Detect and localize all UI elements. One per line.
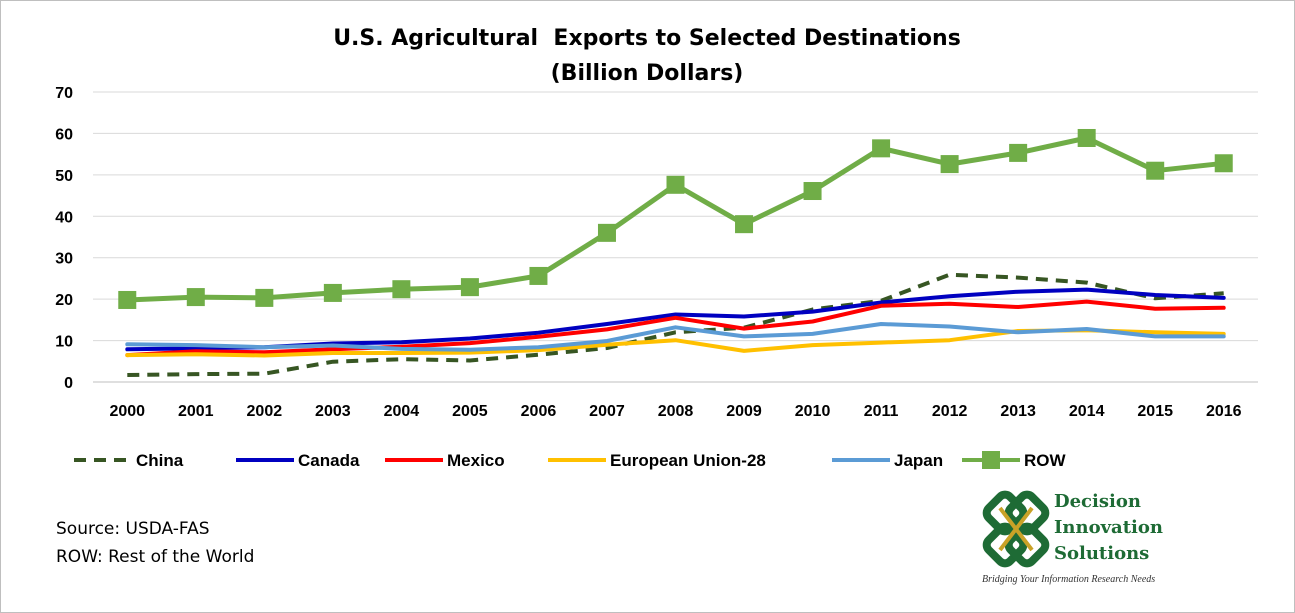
x-tick-label: 2016 <box>1206 403 1242 420</box>
x-tick-label: 2002 <box>247 403 283 420</box>
data-point-row <box>872 139 891 158</box>
data-point-row <box>529 266 548 285</box>
source-note: Source: USDA-FAS <box>56 519 210 539</box>
logo-word-3: Solutions <box>1054 543 1150 564</box>
x-tick-label: 2015 <box>1137 403 1173 420</box>
series-line-row <box>124 135 1227 303</box>
chart-subtitle: (Billion Dollars) <box>551 61 744 86</box>
y-tick-label: 10 <box>55 334 73 351</box>
data-point-row <box>323 283 342 302</box>
y-axis: 0 10 20 30 40 50 60 70 <box>55 85 73 392</box>
x-axis: 2000 2001 2002 2003 2004 2005 2006 2007 2008 2009… <box>109 403 1241 420</box>
logo-tagline: Bridging Your Information Research Needs <box>982 574 1156 585</box>
y-tick-label: 20 <box>55 292 73 309</box>
data-point-row <box>666 175 685 194</box>
legend: China Canada Mexico European Union-28 Japan R… <box>74 451 1067 470</box>
legend-label-canada: Canada <box>298 451 360 470</box>
chart-title: U.S. Agricultural Exports to Selected De… <box>333 26 961 51</box>
x-tick-label: 2013 <box>1000 403 1036 420</box>
data-point-row <box>460 278 479 297</box>
legend-marker-row <box>982 451 1000 469</box>
data-point-row <box>392 280 411 299</box>
x-tick-label: 2004 <box>384 403 420 420</box>
y-tick-label: 50 <box>55 168 73 185</box>
x-tick-label: 2012 <box>932 403 968 420</box>
data-point-row <box>1146 161 1165 180</box>
logo-word-2: Innovation <box>1054 517 1163 538</box>
data-point-row <box>803 182 822 201</box>
logo-knot-icon <box>982 490 1050 568</box>
x-tick-label: 2006 <box>521 403 557 420</box>
x-tick-label: 2003 <box>315 403 351 420</box>
y-tick-label: 0 <box>64 375 73 392</box>
x-tick-label: 2014 <box>1069 403 1105 420</box>
y-tick-label: 40 <box>55 209 73 226</box>
x-tick-label: 2009 <box>726 403 762 420</box>
y-tick-label: 60 <box>55 126 73 143</box>
data-point-row <box>255 288 274 307</box>
legend-label-japan: Japan <box>894 451 943 470</box>
gridlines <box>93 91 1258 383</box>
data-point-row <box>1009 143 1028 162</box>
data-point-row <box>118 290 137 309</box>
x-tick-label: 2008 <box>658 403 694 420</box>
data-point-row <box>1077 128 1096 147</box>
data-point-row <box>597 223 616 242</box>
row-footnote: ROW: Rest of the World <box>56 547 255 567</box>
x-tick-label: 2005 <box>452 403 488 420</box>
y-tick-label: 30 <box>55 251 73 268</box>
legend-label-european-union-28: European Union-28 <box>610 451 766 470</box>
series-line-china <box>127 272 1224 377</box>
data-point-row <box>1214 154 1233 173</box>
legend-label-mexico: Mexico <box>447 451 505 470</box>
series-line-mexico <box>125 299 1226 358</box>
company-logo: Decision Innovation Solutions Bridging Y… <box>978 490 1193 590</box>
x-tick-label: 2001 <box>178 403 214 420</box>
x-tick-label: 2000 <box>109 403 145 420</box>
x-tick-label: 2011 <box>864 403 899 420</box>
logo-word-1: Decision <box>1054 491 1141 512</box>
series-lines <box>118 128 1233 377</box>
data-point-row <box>735 215 754 234</box>
data-point-row <box>940 155 959 174</box>
series-line-japan <box>125 322 1226 352</box>
data-point-row <box>186 288 205 307</box>
x-tick-label: 2007 <box>589 403 625 420</box>
y-tick-label: 70 <box>55 85 73 102</box>
legend-label-china: China <box>136 451 184 470</box>
x-tick-label: 2010 <box>795 403 831 420</box>
legend-label-row: ROW <box>1024 451 1067 470</box>
